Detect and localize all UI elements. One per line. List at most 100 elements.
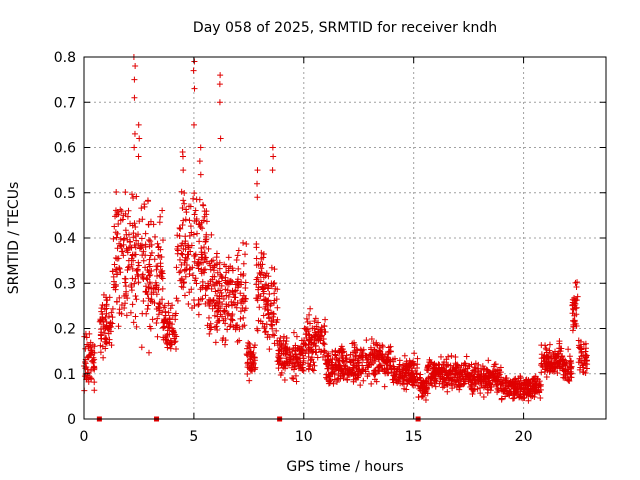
data-point — [294, 355, 301, 362]
data-point — [217, 135, 224, 142]
data-point — [274, 358, 281, 365]
data-point — [436, 361, 443, 368]
data-point — [327, 356, 334, 363]
data-point — [155, 243, 162, 250]
data-point — [208, 324, 215, 331]
data-point — [166, 315, 173, 322]
data-point — [306, 363, 313, 370]
data-point — [184, 251, 191, 258]
data-point — [275, 361, 282, 368]
data-point — [138, 235, 145, 242]
data-point — [301, 337, 308, 344]
data-point — [263, 282, 270, 289]
data-point — [244, 370, 251, 377]
data-point — [238, 300, 245, 307]
data-point — [97, 342, 104, 349]
data-point — [498, 395, 505, 402]
data-point — [368, 346, 375, 353]
data-point — [527, 392, 534, 399]
data-point — [185, 300, 192, 307]
data-point — [251, 366, 258, 373]
data-point — [98, 335, 105, 342]
data-point — [221, 309, 228, 316]
data-point — [257, 318, 264, 325]
data-point — [567, 357, 574, 364]
data-point — [475, 361, 482, 368]
data-point — [563, 360, 570, 367]
data-point — [190, 231, 197, 238]
data-point — [371, 376, 378, 383]
data-point — [312, 329, 319, 336]
data-point — [113, 298, 120, 305]
data-point — [467, 377, 474, 384]
data-point — [547, 355, 554, 362]
data-point — [509, 395, 516, 402]
data-point — [269, 167, 276, 174]
data-point — [116, 294, 123, 301]
data-point — [121, 305, 128, 312]
data-point — [417, 383, 424, 390]
data-point — [113, 234, 120, 241]
data-point — [129, 301, 136, 308]
data-point — [311, 362, 318, 369]
data-point — [338, 365, 345, 372]
data-point — [261, 325, 268, 332]
data-point — [258, 265, 265, 272]
data-point — [173, 346, 180, 353]
data-point — [190, 67, 197, 74]
data-point — [140, 298, 147, 305]
data-point — [206, 330, 213, 337]
data-point — [240, 314, 247, 321]
data-point — [262, 328, 269, 335]
data-point — [443, 363, 450, 370]
data-point — [125, 244, 132, 251]
data-point — [578, 346, 585, 353]
data-point — [244, 345, 251, 352]
data-point — [406, 370, 413, 377]
data-point — [573, 323, 580, 330]
data-point — [208, 231, 215, 238]
data-point — [306, 311, 313, 318]
data-point — [149, 298, 156, 305]
data-point — [122, 300, 129, 307]
data-point — [547, 364, 554, 371]
data-point — [572, 300, 579, 307]
data-point — [100, 354, 107, 361]
data-point — [403, 363, 410, 370]
data-point — [83, 334, 90, 341]
data-point — [277, 372, 284, 379]
data-point — [224, 277, 231, 284]
data-point — [521, 384, 528, 391]
data-point — [203, 231, 210, 238]
data-point — [125, 263, 132, 270]
data-point — [271, 266, 278, 273]
data-point — [263, 301, 270, 308]
data-point — [208, 285, 215, 292]
data-point — [196, 196, 203, 203]
data-point — [350, 369, 357, 376]
data-point — [404, 364, 411, 371]
x-tick-label: 20 — [515, 429, 533, 445]
data-point — [137, 244, 144, 251]
data-point — [173, 295, 180, 302]
data-point — [359, 352, 366, 359]
data-point — [196, 238, 203, 245]
data-point — [273, 327, 280, 334]
data-point — [235, 276, 242, 283]
data-point — [390, 358, 397, 365]
data-point — [307, 305, 314, 312]
data-point — [411, 350, 418, 357]
data-point — [199, 295, 206, 302]
data-point — [148, 296, 155, 303]
data-point — [159, 207, 166, 214]
data-point — [216, 81, 223, 88]
data-point — [191, 277, 198, 284]
data-point — [391, 373, 398, 380]
data-point — [122, 279, 129, 286]
data-point — [484, 389, 491, 396]
data-point — [363, 359, 370, 366]
data-point — [310, 367, 317, 374]
data-point — [384, 358, 391, 365]
data-point — [156, 300, 163, 307]
data-point — [195, 301, 202, 308]
